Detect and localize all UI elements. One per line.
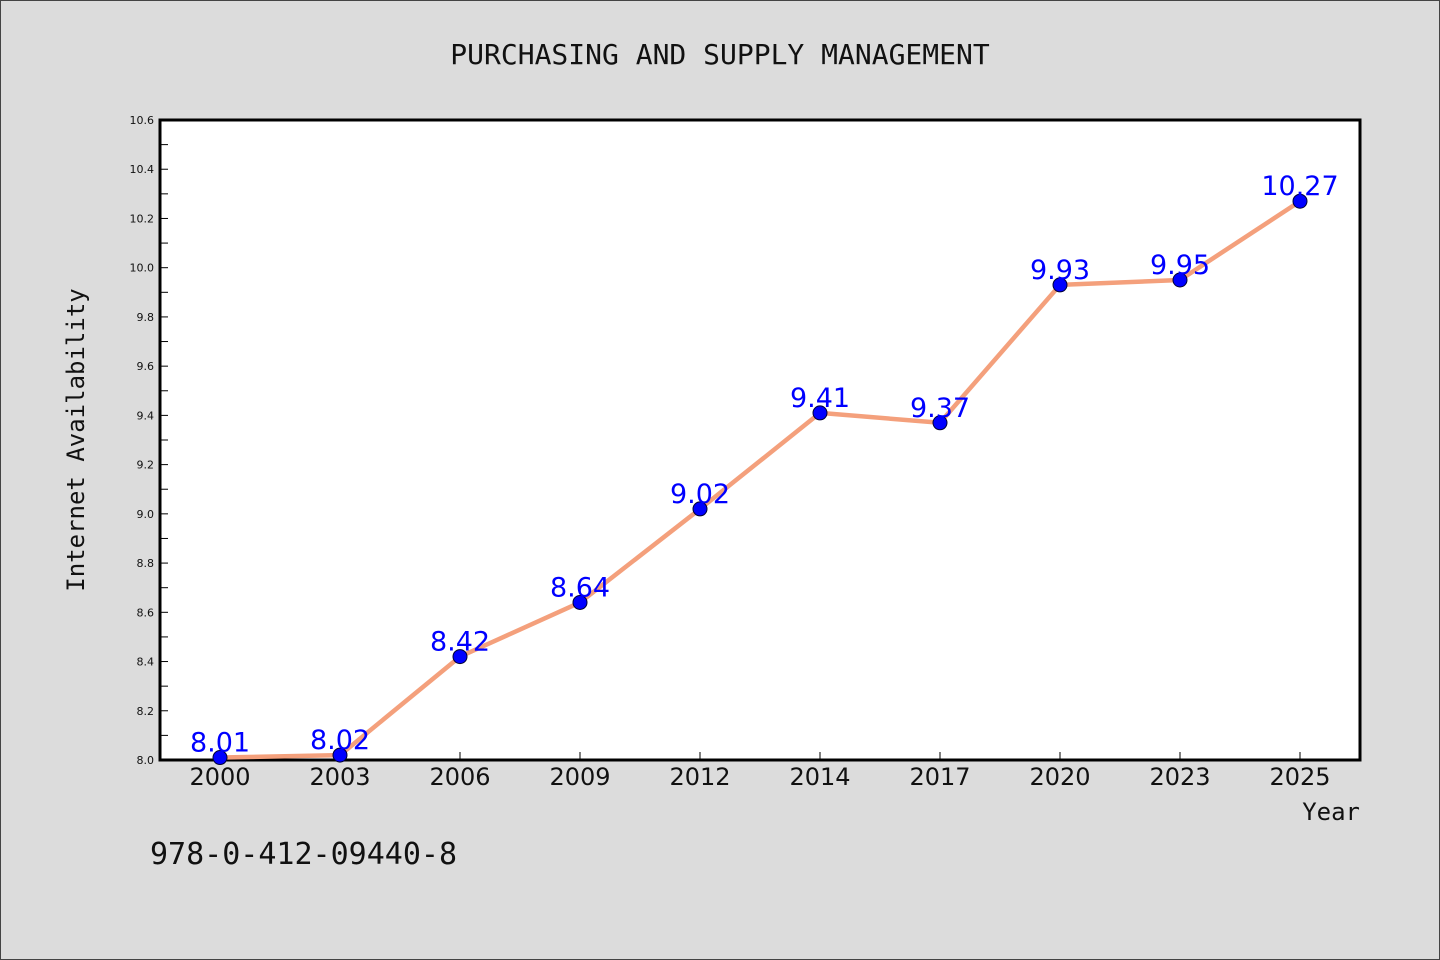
y-tick-label: 8.4 (137, 656, 155, 669)
y-tick-label: 9.8 (137, 311, 155, 324)
data-point (692, 501, 708, 517)
y-tick-label: 10.6 (130, 114, 155, 127)
y-tick-label: 10.2 (130, 212, 155, 225)
data-label: 8.64 (550, 572, 610, 603)
y-tick-label: 8.6 (137, 606, 155, 619)
y-tick-label: 9.4 (137, 409, 155, 422)
data-point (212, 750, 228, 766)
x-tick-label: 2023 (1149, 763, 1210, 791)
x-tick-label: 2025 (1269, 763, 1330, 791)
series-line-group (217, 198, 1303, 760)
x-tick-label: 2003 (309, 763, 370, 791)
x-tick-label: 2000 (189, 763, 250, 791)
data-point (572, 594, 588, 610)
y-tick-label: 10.4 (130, 163, 155, 176)
chart-title: PURCHASING AND SUPPLY MANAGEMENT (450, 38, 990, 71)
data-point (1052, 277, 1068, 293)
y-axis: 8.0 8.2 8.4 8.6 8.8 9.0 9.2 9.4 9.6 9.8 10.0 10.2 10… (130, 114, 168, 767)
data-point (1172, 272, 1188, 288)
data-labels-group: 8.01 8.02 8.42 8.64 9.02 9.41 9.37 9.93 9.95 10.2… (190, 171, 1339, 758)
y-tick-label: 8.2 (137, 705, 155, 718)
y-tick-label: 8.8 (137, 557, 155, 570)
data-label: 9.95 (1150, 250, 1210, 281)
y-tick-label: 9.0 (137, 508, 155, 521)
data-point (812, 405, 828, 421)
x-tick-label: 2017 (909, 763, 970, 791)
y-tick-label: 8.0 (137, 754, 155, 767)
plot-area (158, 118, 1362, 762)
y-axis-label: Internet Availability (62, 288, 90, 591)
series-markers-group (212, 193, 1308, 766)
x-tick-label: 2009 (549, 763, 610, 791)
x-tick-label: 2012 (669, 763, 730, 791)
data-label: 9.93 (1030, 255, 1090, 286)
y-tick-label: 9.2 (137, 459, 155, 472)
data-label: 10.27 (1261, 171, 1338, 202)
data-point (332, 747, 348, 763)
data-label: 9.02 (670, 479, 730, 510)
data-label: 8.42 (430, 627, 490, 658)
data-point (932, 415, 948, 431)
x-tick-label: 2014 (789, 763, 850, 791)
data-label: 8.01 (190, 728, 250, 759)
y-tick-label: 10.0 (130, 262, 155, 275)
data-point (1292, 193, 1308, 209)
series-line (217, 198, 1303, 760)
x-tick-label: 2020 (1029, 763, 1090, 791)
isbn-text: 978-0-412-09440-8 (150, 837, 457, 872)
data-point (452, 649, 468, 665)
x-tick-label: 2006 (429, 763, 490, 791)
data-label: 8.02 (310, 725, 370, 756)
data-label: 9.41 (790, 383, 850, 414)
x-axis: 2000 2003 2006 2009 2012 2014 2017 2020 2023 2025 (189, 752, 1331, 791)
x-axis-label: Year (1302, 798, 1360, 826)
y-tick-label: 9.6 (137, 360, 155, 373)
data-label: 9.37 (910, 393, 970, 424)
